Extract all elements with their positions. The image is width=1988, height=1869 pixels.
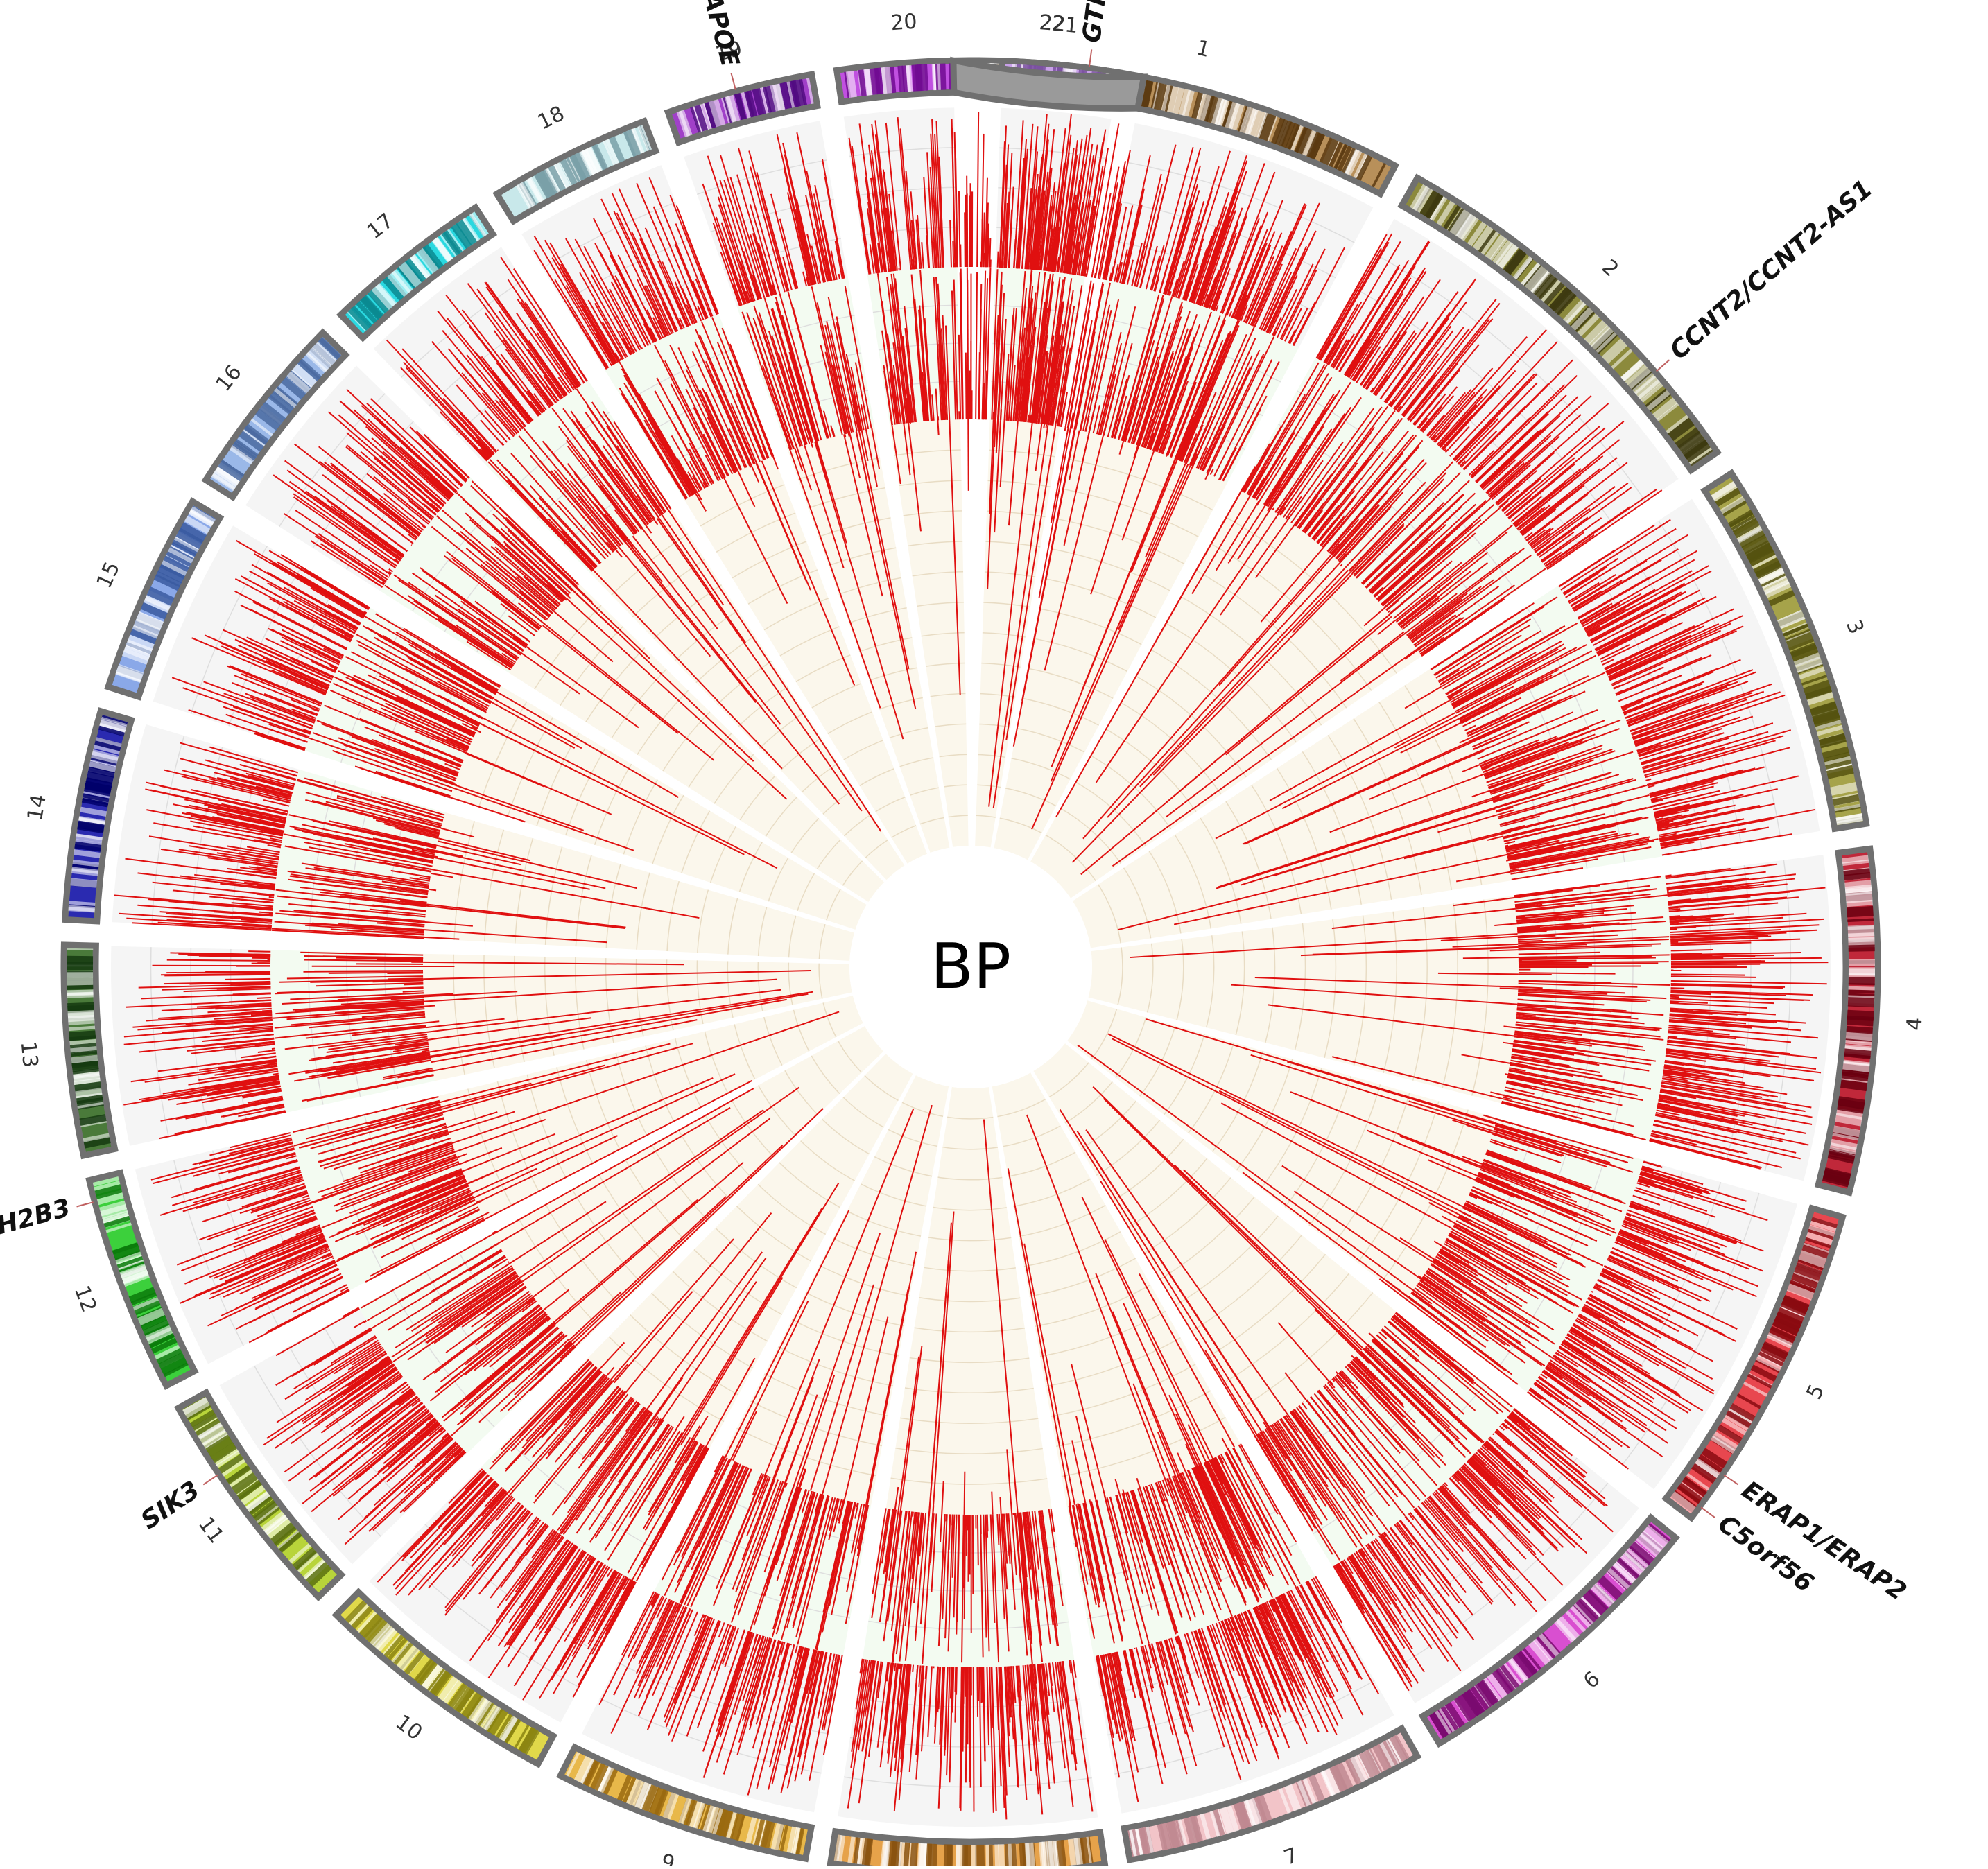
- assoc-line: [1671, 961, 1765, 962]
- assoc-line: [167, 960, 270, 961]
- assoc-line: [1624, 714, 1626, 715]
- assoc-line: [1541, 560, 1543, 561]
- assoc-line: [1671, 962, 1828, 963]
- assoc-line: [269, 897, 274, 898]
- assoc-line: [411, 545, 412, 546]
- assoc-line: [963, 1667, 964, 1704]
- assoc-line: [248, 951, 270, 952]
- assoc-line: [1668, 1036, 1677, 1037]
- assoc-line: [1519, 961, 1577, 962]
- assoc-line: [894, 1663, 895, 1671]
- assoc-line: [1671, 988, 1685, 989]
- assoc-line: [565, 599, 567, 600]
- assoc-line: [1463, 957, 1519, 958]
- assoc-line: [166, 972, 270, 973]
- assoc-line: [1095, 273, 1096, 278]
- assoc-line: [566, 1335, 567, 1336]
- assoc-line: [1500, 988, 1519, 989]
- assoc-line: [1034, 1664, 1035, 1674]
- assoc-line: [1661, 847, 1666, 848]
- assoc-line: [1065, 428, 1066, 431]
- assoc-line: [1046, 425, 1047, 428]
- assoc-line: [1670, 997, 1679, 998]
- assoc-line: [1000, 1497, 1001, 1514]
- assoc-line: [1670, 929, 1677, 930]
- assoc-line: [450, 790, 452, 791]
- assoc-line: [389, 575, 390, 576]
- assoc-line: [978, 1667, 979, 1701]
- assoc-line: [1505, 1074, 1508, 1075]
- assoc-line: [1657, 829, 1661, 830]
- assoc-line: [956, 1667, 957, 1695]
- assoc-line: [465, 752, 467, 753]
- assoc-line: [987, 1515, 988, 1531]
- assoc-line: [980, 1515, 981, 1534]
- assoc-line: [1518, 987, 1542, 988]
- assoc-line: [519, 1503, 520, 1504]
- assoc-line: [989, 238, 990, 267]
- assoc-line: [272, 1048, 275, 1049]
- assoc-line: [956, 1515, 957, 1529]
- assoc-line: [981, 1667, 982, 1703]
- assoc-line: [1166, 455, 1167, 456]
- assoc-line: [1519, 963, 1658, 964]
- assoc-line: [982, 1667, 983, 1703]
- assoc-line: [1665, 875, 1671, 876]
- assoc-line: [1089, 1499, 1090, 1502]
- assoc-line: [434, 856, 438, 857]
- assoc-line: [1519, 974, 1552, 975]
- assoc-line: [983, 212, 984, 267]
- assoc-line: [273, 1074, 279, 1075]
- assoc-line: [1104, 1655, 1105, 1659]
- assoc-line: [1671, 974, 1745, 975]
- assoc-line: [424, 1005, 435, 1006]
- assoc-line: [1669, 909, 1681, 910]
- assoc-line: [225, 979, 270, 980]
- assoc-line: [791, 1644, 792, 1645]
- assoc-line: [1519, 958, 1578, 959]
- assoc-line: [1219, 479, 1220, 480]
- assoc-line: [304, 971, 424, 972]
- assoc-line: [1506, 860, 1508, 861]
- assoc-line: [1069, 1503, 1070, 1506]
